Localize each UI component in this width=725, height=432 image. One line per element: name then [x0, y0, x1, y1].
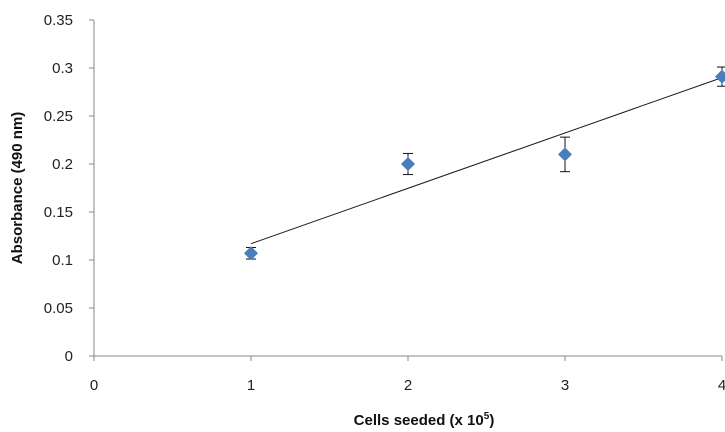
- x-tick-label: 1: [247, 377, 255, 394]
- y-tick-label: 0.3: [52, 60, 73, 77]
- trendline-group: [250, 77, 723, 245]
- y-tick-label: 0: [65, 348, 73, 365]
- y-tick-label: 0.25: [44, 108, 73, 125]
- x-tick-label: 2: [404, 377, 412, 394]
- x-tick-label: 0: [90, 377, 98, 394]
- y-tick-label: 0.35: [44, 12, 73, 29]
- data-points-group: [244, 66, 725, 261]
- x-tick-label: 4: [718, 377, 725, 394]
- x-axis-title-main: Cells seeded (x 10: [354, 412, 484, 429]
- y-axis: 0 0.05 0.1 0.15 0.2 0.25 0.3 0.35: [44, 12, 95, 365]
- y-axis-title: Absorbance (490 nm): [9, 112, 26, 265]
- trendline: [250, 77, 723, 245]
- data-point: [715, 69, 725, 84]
- data-point: [401, 157, 415, 171]
- y-tick-label: 0.15: [44, 204, 73, 221]
- y-tick-label: 0.2: [52, 156, 73, 173]
- x-axis-title: Cells seeded (x 105): [354, 411, 495, 429]
- data-point: [558, 147, 572, 162]
- x-tick-label: 3: [561, 377, 569, 394]
- x-axis-title-superscript: 5: [484, 411, 490, 422]
- x-axis: 0 1 2 3 4: [90, 355, 725, 394]
- y-tick-label: 0.05: [44, 300, 73, 317]
- data-point: [244, 246, 258, 261]
- x-axis-title-suffix: ): [489, 412, 494, 429]
- y-tick-label: 0.1: [52, 252, 73, 269]
